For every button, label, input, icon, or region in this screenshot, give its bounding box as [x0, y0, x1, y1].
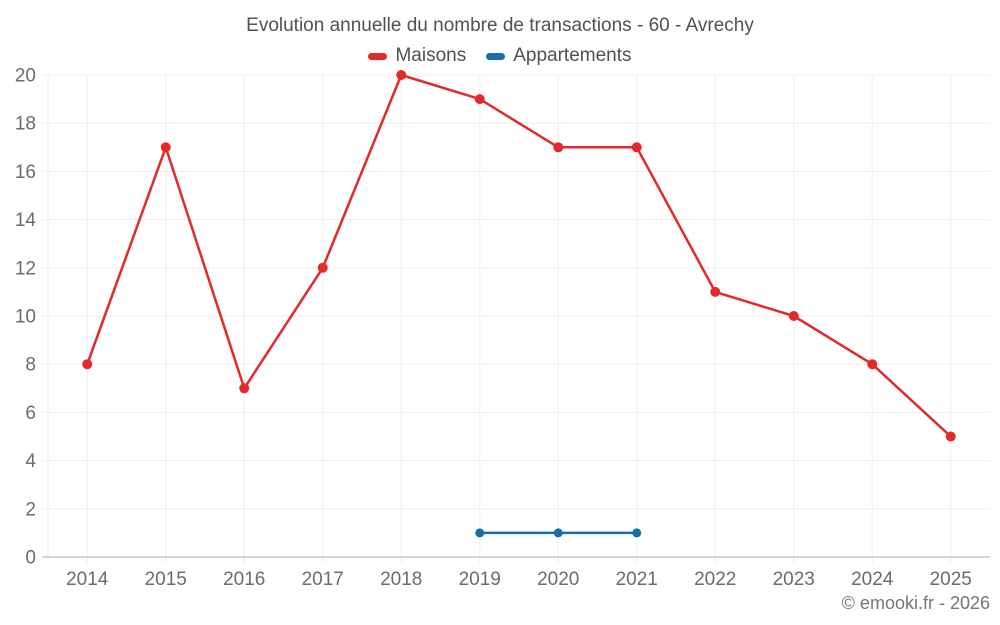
- x-tick-label: 2020: [537, 569, 579, 590]
- x-tick-label: 2024: [851, 569, 894, 590]
- x-tick-label: 2021: [616, 569, 658, 590]
- data-point-maisons-2024[interactable]: [867, 359, 878, 370]
- x-tick-label: 2025: [930, 569, 972, 590]
- x-tick-label: 2023: [773, 569, 815, 590]
- data-point-maisons-2015[interactable]: [160, 142, 171, 153]
- legend-label-appartements: Appartements: [513, 45, 632, 66]
- data-point-maisons-2018[interactable]: [396, 70, 407, 80]
- y-tick-label: 12: [15, 258, 36, 279]
- y-tick-label: 18: [15, 114, 36, 135]
- legend-item-maisons[interactable]: Maisons: [368, 45, 466, 67]
- legend-item-appartements[interactable]: Appartements: [486, 45, 632, 67]
- x-tick-label: 2022: [694, 569, 736, 590]
- data-point-appartements-2019[interactable]: [475, 528, 485, 538]
- data-point-maisons-2022[interactable]: [710, 286, 721, 297]
- y-tick-label: 6: [25, 403, 36, 424]
- data-point-maisons-2019[interactable]: [474, 94, 485, 105]
- copyright-text: © emooki.fr - 2026: [841, 593, 990, 613]
- x-tick-label: 2019: [459, 569, 501, 590]
- x-tick-label: 2018: [380, 569, 422, 590]
- data-point-appartements-2020[interactable]: [553, 528, 563, 538]
- data-point-maisons-2017[interactable]: [317, 262, 328, 273]
- data-point-maisons-2023[interactable]: [788, 311, 799, 321]
- y-tick-label: 16: [15, 162, 36, 183]
- data-point-maisons-2020[interactable]: [553, 142, 564, 153]
- legend-swatch-appartements-icon: [486, 52, 506, 60]
- y-tick-label: 20: [15, 66, 36, 87]
- data-point-maisons-2016[interactable]: [239, 383, 250, 394]
- y-tick-label: 8: [25, 355, 36, 376]
- y-tick-label: 0: [25, 548, 36, 569]
- legend-swatch-maisons-icon: [368, 52, 388, 60]
- data-point-maisons-2021[interactable]: [631, 142, 642, 153]
- x-tick-label: 2017: [302, 569, 344, 590]
- data-point-maisons-2025[interactable]: [945, 431, 956, 442]
- chart-title: Evolution annuelle du nombre de transact…: [246, 15, 754, 36]
- x-tick-label: 2015: [145, 569, 187, 590]
- legend: Maisons Appartements: [0, 45, 1000, 67]
- x-tick-label: 2014: [66, 569, 109, 590]
- x-tick-label: 2016: [223, 569, 265, 590]
- data-point-maisons-2014[interactable]: [82, 359, 93, 370]
- legend-label-maisons: Maisons: [395, 45, 467, 66]
- y-tick-label: 4: [25, 451, 36, 472]
- data-point-appartements-2021[interactable]: [632, 528, 642, 538]
- y-tick-label: 2: [25, 499, 36, 520]
- y-tick-label: 10: [15, 307, 36, 328]
- series-line-maisons: [86, 73, 952, 438]
- y-tick-label: 14: [15, 210, 37, 231]
